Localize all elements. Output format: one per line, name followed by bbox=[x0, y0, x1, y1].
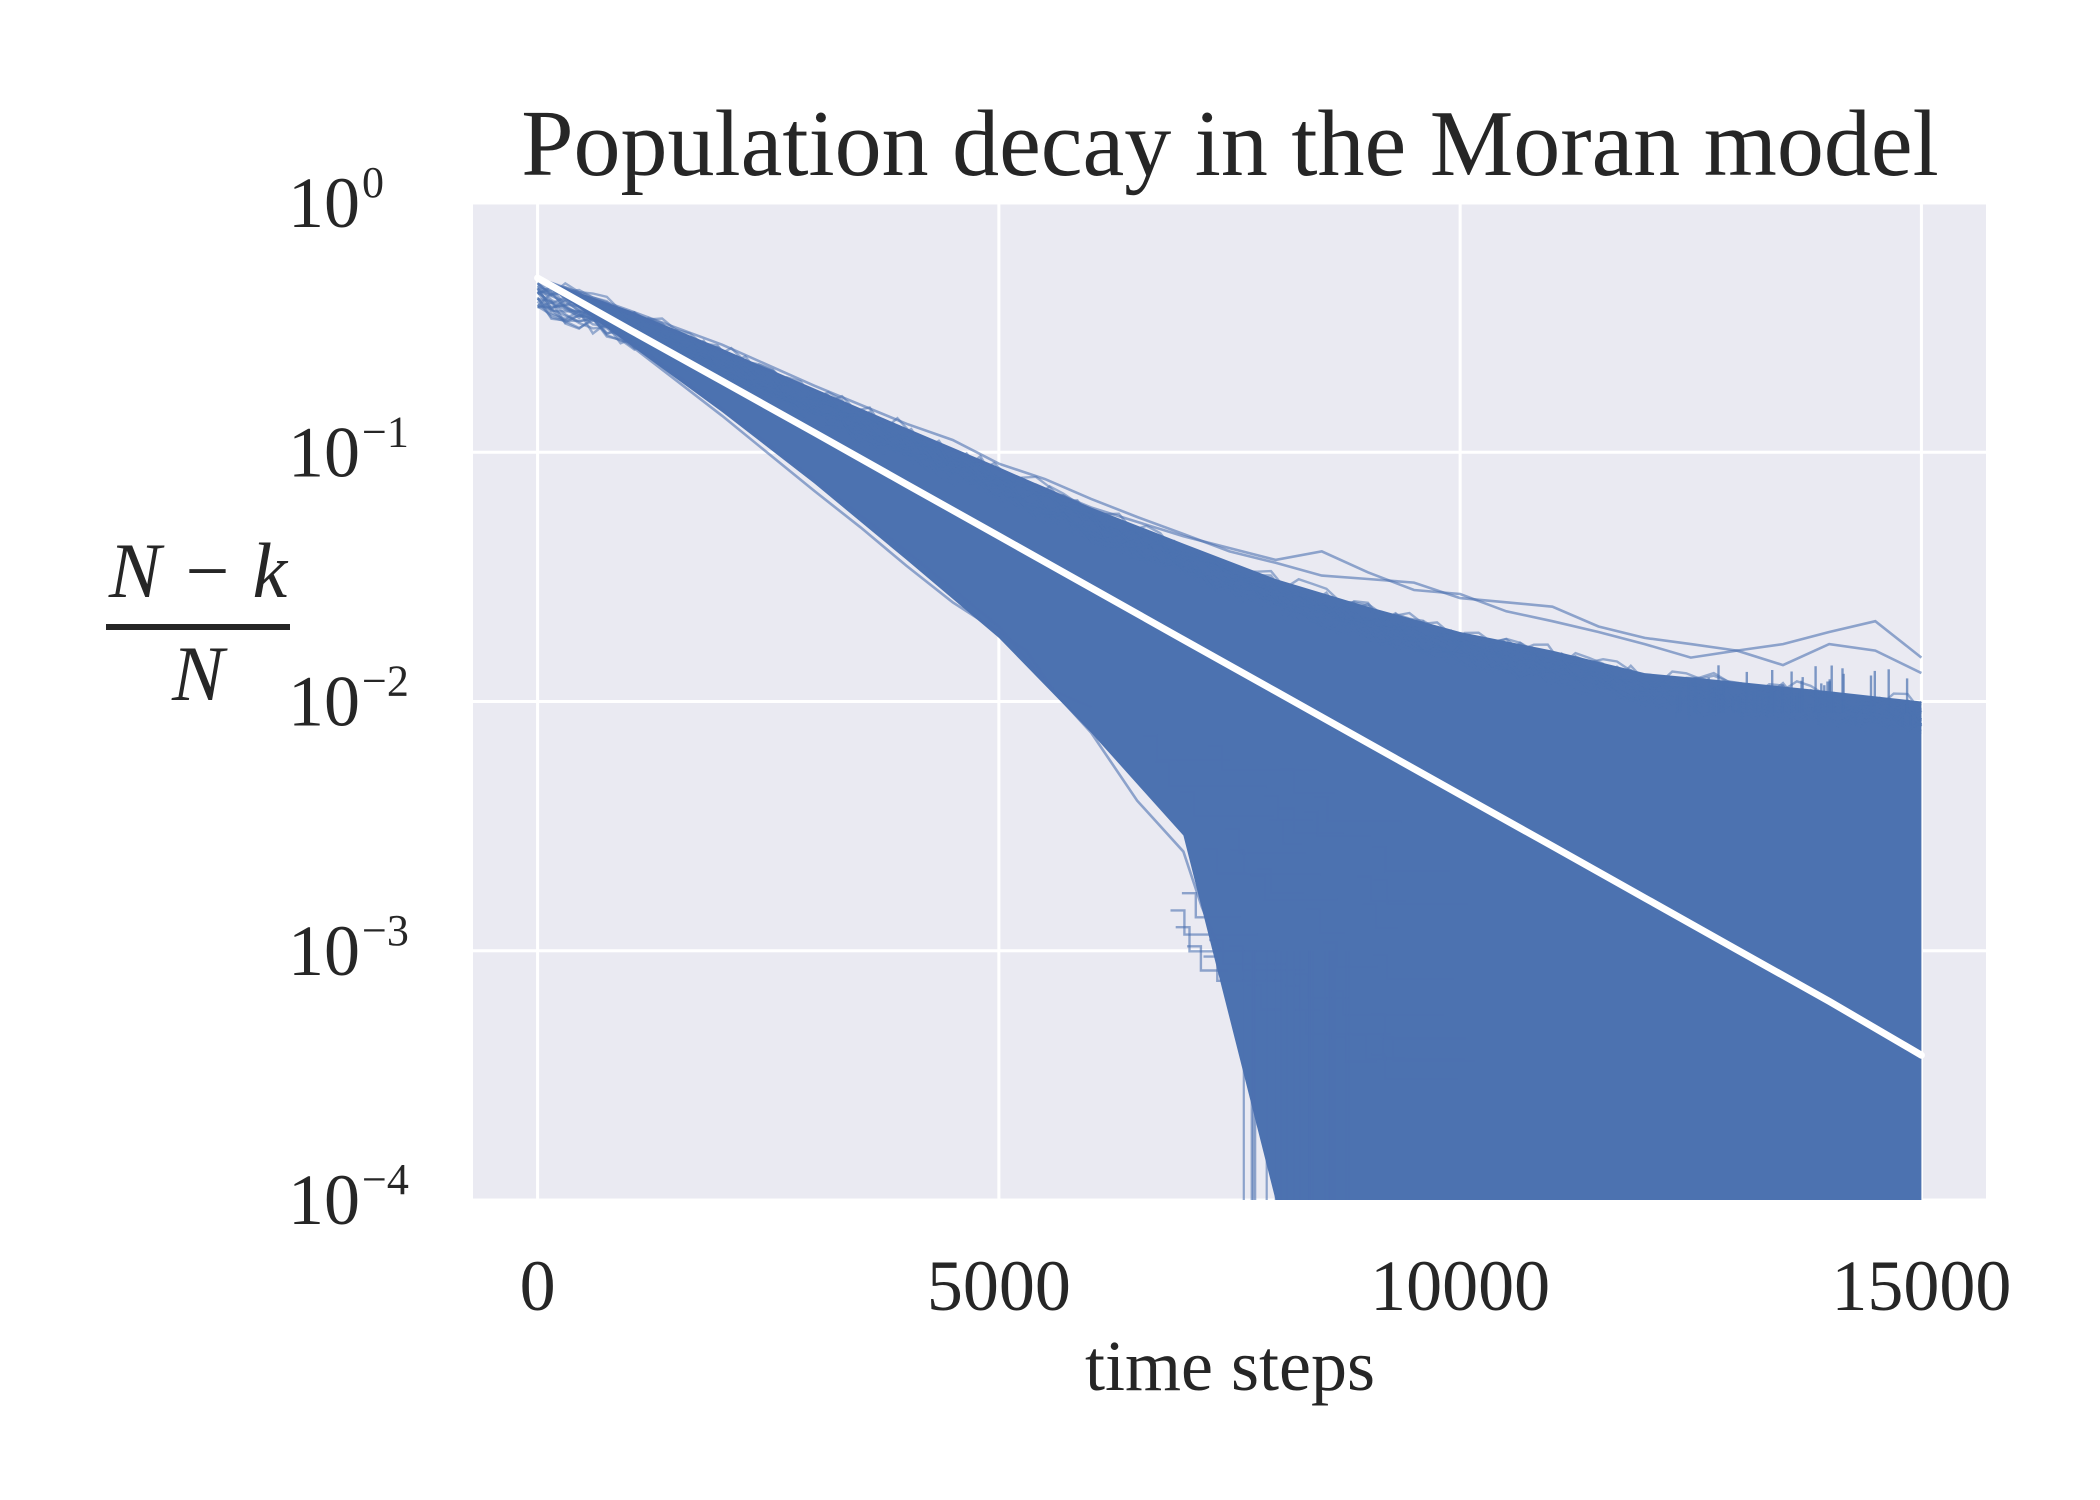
y-tick-label-0: 10 0 bbox=[288, 158, 384, 243]
y-tick-base-3: 10 bbox=[288, 911, 360, 991]
trajectory-line-24 bbox=[537, 285, 1922, 715]
y-tick-base-4: 10 bbox=[288, 1160, 360, 1240]
mean-layer bbox=[534, 274, 1925, 1059]
outlier-trajectory-1 bbox=[537, 276, 1922, 675]
trajectory-envelope bbox=[537, 278, 1922, 1200]
step-segment-2 bbox=[1313, 796, 1402, 823]
step-segment-33 bbox=[1379, 1036, 1476, 1063]
step-segment-6 bbox=[1181, 892, 1241, 919]
step-segment-14 bbox=[1175, 926, 1278, 953]
trajectory-line-10 bbox=[536, 281, 1923, 713]
step-segment-39 bbox=[1250, 874, 1338, 901]
step-segment-7 bbox=[1230, 849, 1321, 876]
y-tick-label-2: 10 −2 bbox=[288, 657, 409, 742]
x-tick-label-0: 0 bbox=[520, 1246, 556, 1326]
step-segment-23 bbox=[1371, 1013, 1466, 1040]
step-segment-26 bbox=[1269, 818, 1302, 845]
y-tick-label-1: 10 −1 bbox=[288, 407, 409, 492]
step-segment-12 bbox=[1362, 902, 1398, 930]
y-tick-base-2: 10 bbox=[288, 662, 360, 742]
step-segment-1 bbox=[1155, 761, 1267, 788]
trajectory-line-25 bbox=[537, 284, 1923, 728]
outlier-trajectory-0 bbox=[537, 276, 1923, 659]
step-segment-17 bbox=[1142, 734, 1230, 761]
y-tick-label-4: 10 −4 bbox=[288, 1155, 409, 1240]
y-tick-base-1: 10 bbox=[288, 412, 360, 492]
step-segment-3 bbox=[1179, 790, 1275, 818]
step-segment-24 bbox=[1371, 1053, 1459, 1080]
step-segment-21 bbox=[1203, 848, 1247, 875]
step-segment-15 bbox=[1207, 744, 1317, 772]
x-tick-label-1: 5000 bbox=[927, 1246, 1071, 1326]
step-segment-32 bbox=[1264, 794, 1313, 821]
y-tick-exponent-3: −3 bbox=[362, 906, 409, 955]
outlier-trajectory-2 bbox=[536, 276, 1092, 709]
step-segment-35 bbox=[1372, 953, 1454, 981]
y-axis-label-numerator: N − k bbox=[108, 527, 289, 614]
y-tick-label-3: 10 −3 bbox=[288, 906, 409, 991]
chart-title: Population decay in the Moran model bbox=[521, 92, 1939, 196]
step-segment-11 bbox=[1187, 945, 1229, 972]
x-tick-label-2: 10000 bbox=[1370, 1246, 1550, 1326]
y-tick-base-0: 10 bbox=[288, 163, 360, 243]
outlier-trajectory-3 bbox=[536, 276, 1222, 952]
trajectory-line-20 bbox=[536, 297, 1922, 737]
x-tick-label-3: 15000 bbox=[1831, 1246, 2011, 1326]
step-segment-37 bbox=[1373, 878, 1469, 905]
y-tick-exponent-1: −1 bbox=[362, 407, 409, 456]
trajectory-line-23 bbox=[536, 291, 1923, 726]
step-segment-28 bbox=[1170, 909, 1258, 936]
x-tick-labels: 0 5000 10000 15000 bbox=[520, 1246, 2012, 1326]
y-tick-exponent-2: −2 bbox=[362, 657, 409, 706]
x-axis-label: time steps bbox=[1085, 1326, 1375, 1406]
trajectory-bundle bbox=[536, 276, 1923, 1200]
y-tick-exponent-0: 0 bbox=[362, 158, 384, 207]
mean-curve bbox=[534, 274, 1925, 1059]
step-segment-8 bbox=[1256, 867, 1305, 895]
y-axis-label-denominator: N bbox=[171, 630, 228, 717]
y-tick-exponent-4: −4 bbox=[362, 1155, 409, 1204]
step-segment-36 bbox=[1203, 955, 1284, 982]
step-segment-38 bbox=[1305, 907, 1345, 935]
step-segment-22 bbox=[1303, 810, 1372, 837]
step-segment-30 bbox=[1371, 846, 1450, 873]
y-axis-label: N − k N bbox=[106, 527, 290, 717]
step-segment-5 bbox=[1225, 828, 1307, 855]
